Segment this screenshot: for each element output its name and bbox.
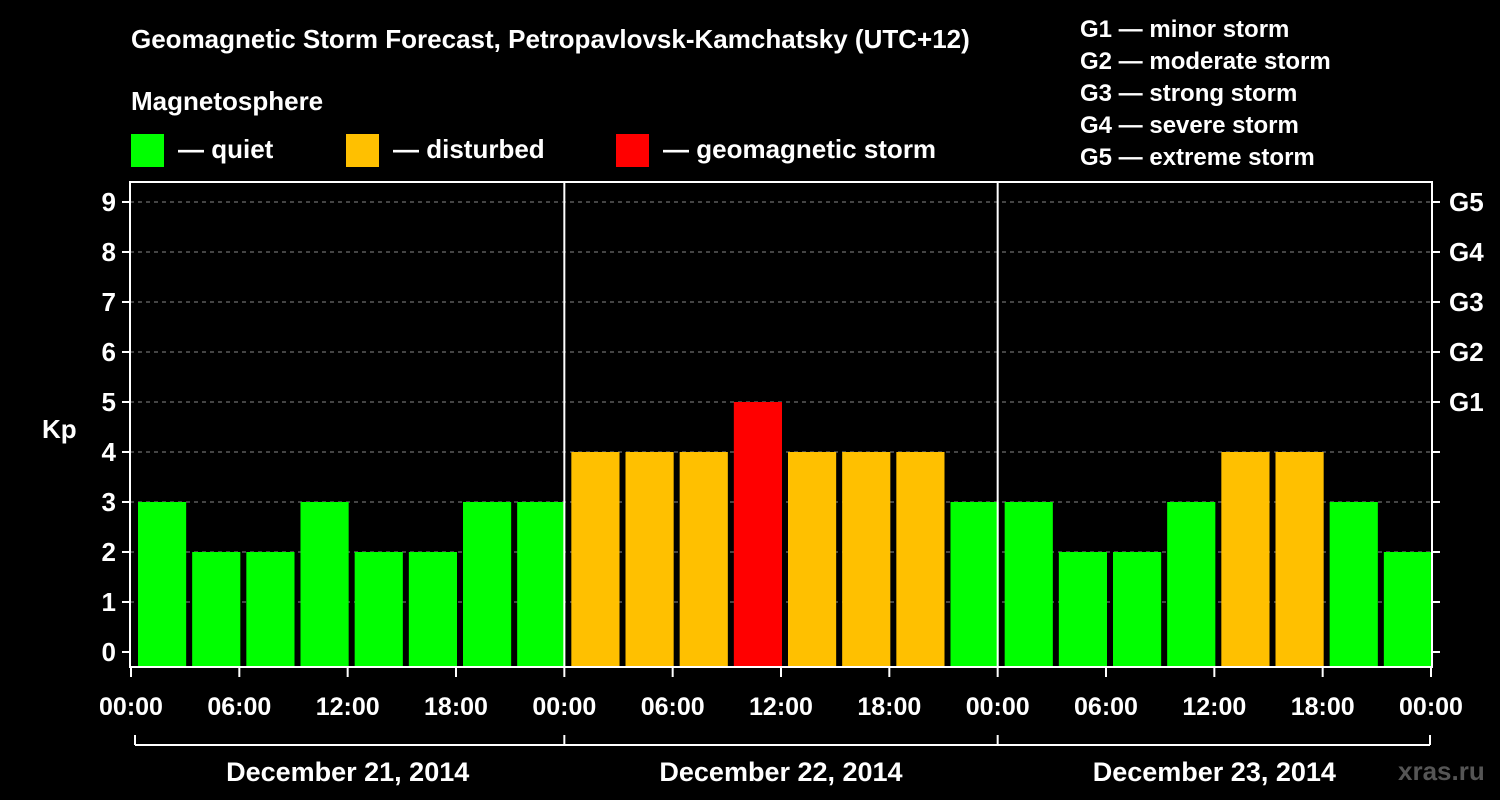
chart-title: Geomagnetic Storm Forecast, Petropavlovs… <box>131 24 970 54</box>
x-tick-label-10: 12:00 <box>1182 693 1246 721</box>
y-tick-label-2: 2 <box>102 537 116 567</box>
x-tick-label-11: 18:00 <box>1291 693 1355 721</box>
bar-1 <box>192 552 241 667</box>
bar-0 <box>138 502 187 667</box>
right-axis-label-G4: G4 <box>1449 237 1484 267</box>
day-label-2: December 23, 2014 <box>1093 757 1336 787</box>
legend-label-storm: — geomagnetic storm <box>663 134 937 164</box>
y-tick-label-7: 7 <box>102 287 116 317</box>
x-tick-label-12: 00:00 <box>1399 693 1463 721</box>
bar-20 <box>1221 452 1270 667</box>
bar-11 <box>733 402 782 667</box>
bar-5 <box>408 552 457 667</box>
storm-scale-g1: G1 — minor storm <box>1080 16 1290 43</box>
right-axis-label-G5: G5 <box>1449 187 1484 217</box>
legend-heading: Magnetosphere <box>131 86 324 116</box>
right-axis-label-G1: G1 <box>1449 387 1484 417</box>
x-tick-label-4: 00:00 <box>532 693 596 721</box>
x-tick-label-5: 06:00 <box>641 693 705 721</box>
bar-18 <box>1113 552 1162 667</box>
bar-7 <box>517 502 566 667</box>
legend-swatch-storm <box>616 134 649 167</box>
watermark: xras.ru <box>1398 756 1485 786</box>
bar-10 <box>679 452 728 667</box>
legend-label-disturbed: — disturbed <box>393 134 545 164</box>
bar-6 <box>463 502 512 667</box>
x-tick-label-7: 18:00 <box>857 693 921 721</box>
bar-16 <box>1004 502 1053 667</box>
y-tick-label-4: 4 <box>102 437 117 467</box>
y-tick-label-0: 0 <box>102 637 116 667</box>
bar-8 <box>571 452 620 667</box>
y-tick-label-9: 9 <box>102 187 116 217</box>
bar-13 <box>842 452 891 667</box>
x-tick-label-2: 12:00 <box>316 693 380 721</box>
bar-12 <box>788 452 837 667</box>
storm-scale-g3: G3 — strong storm <box>1080 80 1298 107</box>
legend-label-quiet: — quiet <box>178 134 274 164</box>
day-label-1: December 22, 2014 <box>659 757 902 787</box>
y-tick-label-5: 5 <box>102 387 116 417</box>
y-tick-label-1: 1 <box>102 587 116 617</box>
storm-scale-g4: G4 — severe storm <box>1080 112 1299 139</box>
bar-19 <box>1167 502 1216 667</box>
x-tick-label-1: 06:00 <box>207 693 271 721</box>
y-tick-label-6: 6 <box>102 337 116 367</box>
bar-21 <box>1275 452 1324 667</box>
x-tick-label-9: 06:00 <box>1074 693 1138 721</box>
x-tick-label-8: 00:00 <box>966 693 1030 721</box>
storm-scale-g2: G2 — moderate storm <box>1080 48 1331 75</box>
bar-9 <box>625 452 674 667</box>
bar-15 <box>950 502 999 667</box>
y-axis-label: Kp <box>42 414 77 444</box>
y-tick-label-8: 8 <box>102 237 116 267</box>
right-axis-label-G3: G3 <box>1449 287 1484 317</box>
x-tick-label-0: 00:00 <box>99 693 163 721</box>
bar-23 <box>1383 552 1432 667</box>
bar-4 <box>354 552 403 667</box>
bar-14 <box>896 452 945 667</box>
legend-swatch-quiet <box>131 134 164 167</box>
x-tick-label-6: 12:00 <box>749 693 813 721</box>
x-tick-label-3: 18:00 <box>424 693 488 721</box>
storm-scale-g5: G5 — extreme storm <box>1080 144 1315 171</box>
bar-22 <box>1329 502 1378 667</box>
y-tick-label-3: 3 <box>102 487 116 517</box>
right-axis-label-G2: G2 <box>1449 337 1484 367</box>
legend-swatch-disturbed <box>346 134 379 167</box>
day-label-0: December 21, 2014 <box>226 757 469 787</box>
bar-2 <box>246 552 295 667</box>
bar-3 <box>300 502 349 667</box>
bar-17 <box>1058 552 1107 667</box>
